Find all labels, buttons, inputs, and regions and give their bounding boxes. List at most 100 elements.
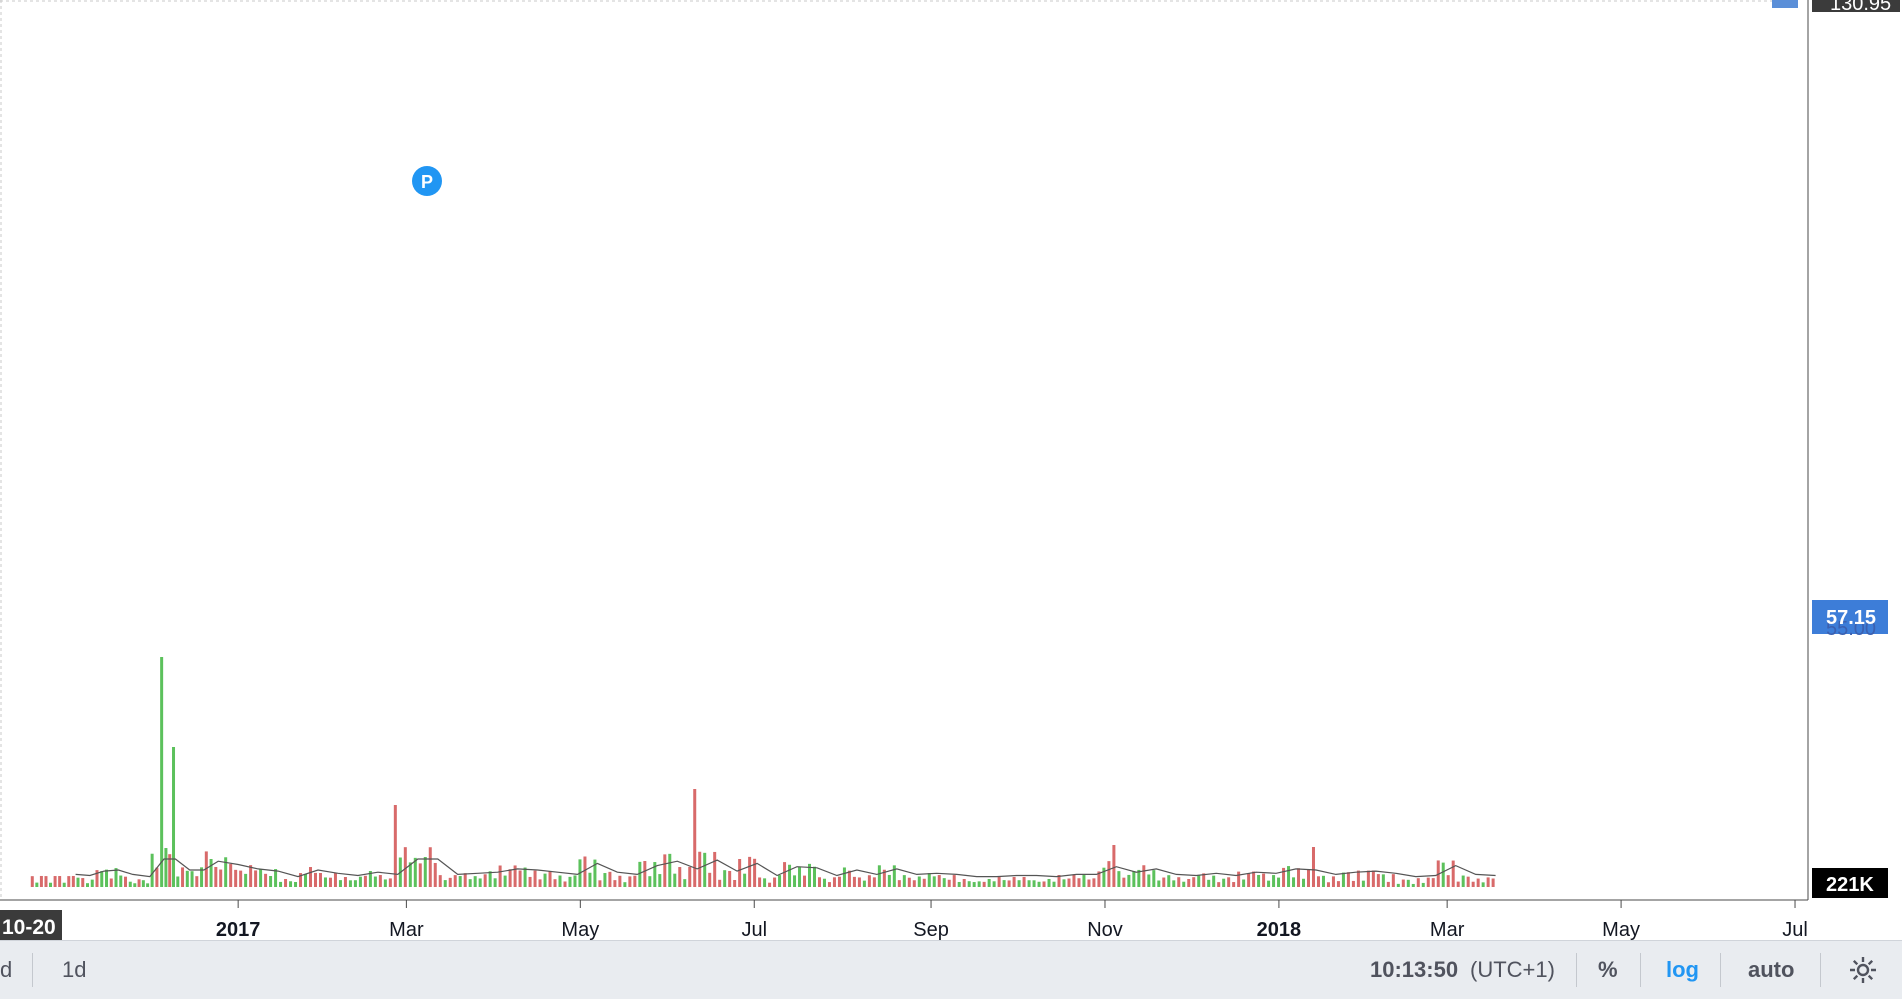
x-tick-label: May — [1602, 919, 1640, 940]
top-price-label: 130.95 — [1812, 0, 1900, 15]
volume-bar — [1272, 875, 1276, 887]
volume-bar — [1371, 870, 1375, 887]
interval-button[interactable]: 1d — [62, 957, 87, 982]
volume-bar — [234, 869, 238, 887]
volume-bar — [393, 805, 397, 887]
volume-bar — [1466, 876, 1470, 887]
volume-bar — [1192, 877, 1196, 887]
volume-bar — [778, 875, 782, 887]
volume-bar — [1107, 861, 1111, 887]
volume-bar — [1057, 875, 1061, 887]
volume-bar — [1117, 871, 1121, 887]
volume-bar — [962, 879, 966, 887]
volume-bar — [882, 869, 886, 887]
volume-bar — [498, 865, 502, 887]
last-price-text: 57.15 — [1826, 607, 1876, 629]
volume-bar — [274, 869, 278, 887]
price-chart[interactable]: 0.5(67.90)0.618(54.66) 120.00110.00100.0… — [0, 0, 1902, 940]
time-axis[interactable]: 2017 Mar May Jul Sep Nov 2018 Mar May Jul — [216, 900, 1808, 940]
volume-bar — [503, 875, 507, 887]
gear-icon[interactable] — [1848, 955, 1878, 985]
volume-bar — [1481, 882, 1485, 887]
volume-bar — [1446, 875, 1450, 887]
volume-bar — [35, 882, 39, 887]
volume-bar — [114, 868, 118, 887]
log-scale-button[interactable]: log — [1666, 957, 1699, 982]
range-button-partial[interactable]: d — [0, 957, 13, 982]
volume-bar — [378, 875, 382, 887]
volume-bar — [358, 876, 362, 887]
volume-bar — [1401, 879, 1405, 887]
volume-bar — [887, 874, 891, 887]
volume-bar — [743, 873, 747, 887]
x-tick-label: Sep — [913, 919, 949, 940]
volume-bar — [1092, 878, 1096, 887]
toolbar-divider — [1820, 953, 1821, 987]
volume-bar — [181, 867, 185, 887]
volume-bar — [1067, 878, 1071, 887]
volume-bar — [613, 880, 617, 887]
volume-bar — [1247, 873, 1251, 887]
volume-bar — [982, 881, 986, 887]
volume-bar — [1172, 880, 1176, 887]
volume-bar — [528, 876, 532, 887]
volume-bar — [168, 854, 172, 887]
volume-bar — [1137, 869, 1141, 887]
volume-bar — [952, 875, 956, 887]
volume-bar — [1232, 882, 1236, 887]
volume-bar — [1037, 881, 1041, 887]
volume-bar — [333, 873, 337, 887]
scroll-marker-icon[interactable] — [1772, 0, 1798, 8]
volume-bar — [773, 877, 777, 887]
volume-bar — [568, 876, 572, 887]
pivot-marker-circle[interactable] — [412, 166, 442, 196]
volume-bar — [90, 879, 94, 887]
timezone-label[interactable]: (UTC+1) — [1470, 957, 1555, 982]
volume-bar — [1491, 878, 1495, 887]
volume-bar — [1331, 876, 1335, 887]
volume-bar — [195, 876, 199, 887]
volume-bar — [937, 875, 941, 887]
volume-bar — [1456, 881, 1460, 887]
volume-bar — [1222, 878, 1226, 887]
volume-bar — [713, 851, 717, 887]
volume-bar — [783, 862, 787, 887]
volume-bar — [947, 879, 951, 887]
volume-bar — [1242, 879, 1246, 887]
volume-bar — [1391, 874, 1395, 887]
volume-bar — [1346, 872, 1350, 887]
volume-bar — [224, 857, 228, 887]
volume-bar — [483, 874, 487, 887]
volume-bar — [146, 883, 150, 887]
last-price-hidden-text: 55.00 — [1826, 618, 1876, 640]
volume-bar — [683, 879, 687, 887]
volume-bar — [229, 864, 233, 887]
volume-bar — [81, 878, 85, 887]
volume-bar — [653, 862, 657, 887]
volume-bar — [543, 873, 547, 887]
volume-bar — [1207, 879, 1211, 887]
pivot-marker[interactable]: P — [412, 166, 442, 196]
volume-bar — [638, 861, 642, 887]
volume-bar — [803, 875, 807, 887]
volume-bar — [1187, 879, 1191, 887]
volume-bar — [738, 859, 742, 887]
x-tick-label: Nov — [1087, 919, 1123, 940]
auto-scale-button[interactable]: auto — [1748, 957, 1795, 982]
volume-bar — [808, 863, 812, 887]
volume-bar — [209, 858, 213, 887]
volume-bar — [1042, 881, 1046, 887]
volume-bar — [1227, 877, 1231, 887]
volume-bar — [44, 876, 48, 887]
x-tick-label: Mar — [389, 919, 424, 940]
volume-bar — [133, 883, 137, 887]
volume-bar — [473, 876, 477, 887]
volume-bar — [608, 871, 612, 887]
volume-bar — [1381, 874, 1385, 887]
volume-ma-line — [75, 858, 1496, 878]
percent-scale-button[interactable]: % — [1598, 957, 1618, 982]
volume-bar — [1386, 881, 1390, 887]
volume-bar — [688, 866, 692, 887]
volume-bar — [1007, 880, 1011, 887]
volume-bar — [758, 877, 762, 887]
